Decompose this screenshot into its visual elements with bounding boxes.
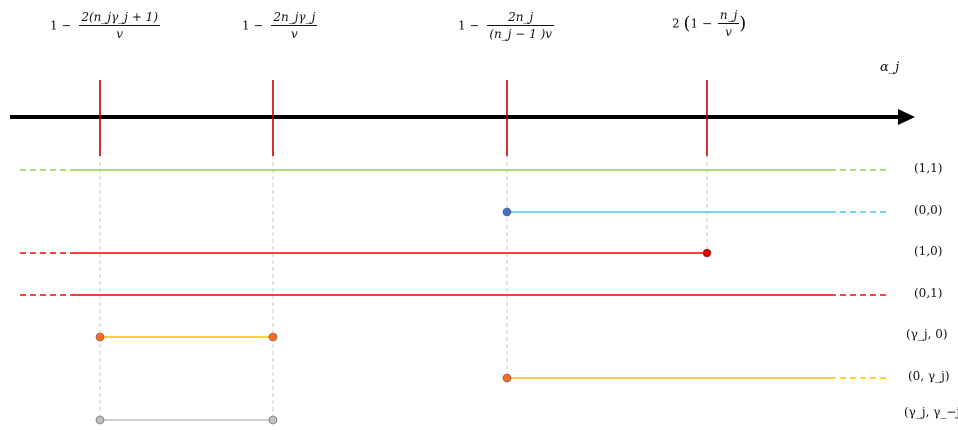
row-label-3: (1,0) [914,244,943,258]
tick-label-2-num: 2n_jγ_j [271,10,318,26]
tick-label-3-num: 2n_j [487,10,555,26]
tick-label-1-den: v [116,27,124,41]
tick-label-4-fraction: n_j v [717,8,740,39]
tick-label-4-open-paren: ( [683,13,691,34]
vertical-guides [99,155,708,420]
row-5-right-dot [268,332,278,342]
row-label-1: (1,1) [914,161,943,175]
tick-label-4-close-paren: ) [739,13,747,34]
tick-label-4-lead: 2 [672,16,680,31]
row-label-2: (0,0) [914,203,943,217]
axis-label: α_j [880,60,900,75]
tick-label-2: 1 − 2n_jγ_j v [242,10,318,41]
tick-label-1-lead: 1 − [50,18,72,33]
row-label-6: (0, γ_j) [908,369,950,383]
row-2-endpoint-dot [502,207,512,217]
row-7-right-dot [268,415,278,425]
tick-label-1: 1 − 2(n_jγ_j + 1) v [50,10,161,41]
tick-label-3: 1 − 2n_j (n_j − 1 )v [458,10,555,41]
tick-label-3-lead: 1 − [458,18,480,33]
row-label-4: (0,1) [914,286,943,300]
strategy-rows [20,169,886,425]
tick-label-4-den: v [725,25,732,39]
row-label-7: (γ_j, γ_−j) [904,405,958,419]
tick-label-3-den: (n_j − 1 )v [489,27,553,41]
tick-label-4: 2 (1 − n_j v ) [672,8,747,39]
row-7-left-dot [95,415,105,425]
tick-label-1-num: 2(n_jγ_j + 1) [79,10,161,26]
row-3-endpoint-dot [702,248,712,258]
axis-arrowhead [898,109,915,125]
tick-label-2-den: v [290,27,298,41]
row-6-endpoint-dot [502,373,512,383]
tick-label-1-fraction: 2(n_jγ_j + 1) v [79,10,161,41]
row-label-5: (γ_j, 0) [906,327,948,341]
tick-label-2-lead: 1 − [242,18,264,33]
tick-label-3-fraction: 2n_j (n_j − 1 )v [487,10,555,41]
row-5-left-dot [95,332,105,342]
tick-label-2-fraction: 2n_jγ_j v [271,10,318,41]
tick-label-4-num: n_j [717,8,740,24]
axis-ticks [99,80,708,156]
